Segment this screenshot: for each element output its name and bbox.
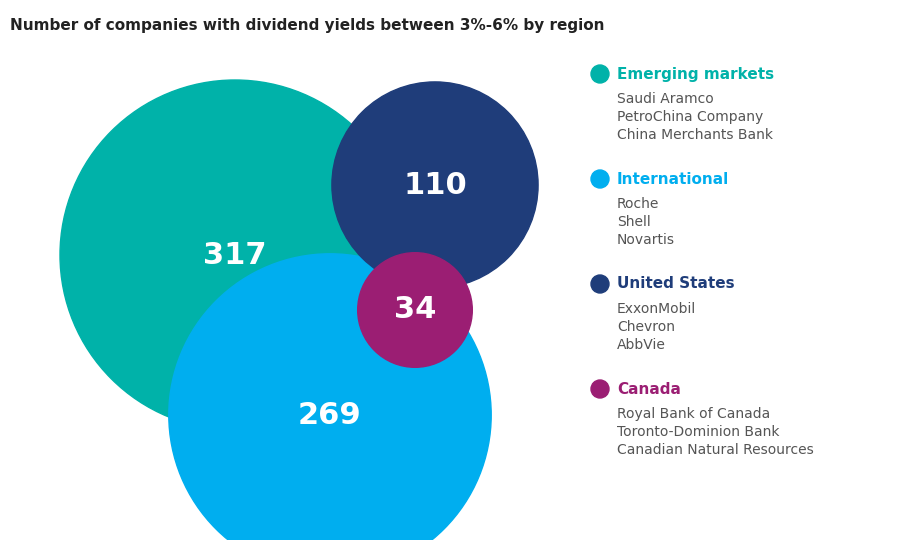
- Text: Chevron: Chevron: [617, 320, 675, 334]
- Text: 110: 110: [403, 171, 467, 199]
- Text: Royal Bank of Canada: Royal Bank of Canada: [617, 407, 770, 421]
- Text: Toronto-Dominion Bank: Toronto-Dominion Bank: [617, 425, 780, 439]
- Text: Roche: Roche: [617, 197, 660, 211]
- Circle shape: [332, 82, 538, 288]
- Circle shape: [591, 65, 609, 83]
- Text: Canadian Natural Resources: Canadian Natural Resources: [617, 443, 813, 457]
- Text: Shell: Shell: [617, 215, 650, 229]
- Text: Canada: Canada: [617, 381, 681, 396]
- Circle shape: [591, 380, 609, 398]
- Text: ExxonMobil: ExxonMobil: [617, 302, 696, 316]
- Text: Number of companies with dividend yields between 3%-6% by region: Number of companies with dividend yields…: [10, 18, 605, 33]
- Text: International: International: [617, 172, 729, 186]
- Text: AbbVie: AbbVie: [617, 338, 666, 352]
- Circle shape: [591, 275, 609, 293]
- Text: China Merchants Bank: China Merchants Bank: [617, 128, 773, 142]
- Text: Emerging markets: Emerging markets: [617, 66, 774, 82]
- Text: 317: 317: [203, 240, 267, 269]
- Text: Saudi Aramco: Saudi Aramco: [617, 92, 714, 106]
- Text: 269: 269: [298, 401, 362, 429]
- Text: 34: 34: [394, 295, 436, 325]
- Text: Novartis: Novartis: [617, 233, 675, 247]
- Text: United States: United States: [617, 276, 735, 292]
- Text: PetroChina Company: PetroChina Company: [617, 110, 763, 124]
- Circle shape: [169, 254, 491, 540]
- Circle shape: [357, 253, 473, 367]
- Circle shape: [60, 80, 410, 430]
- Circle shape: [591, 170, 609, 188]
